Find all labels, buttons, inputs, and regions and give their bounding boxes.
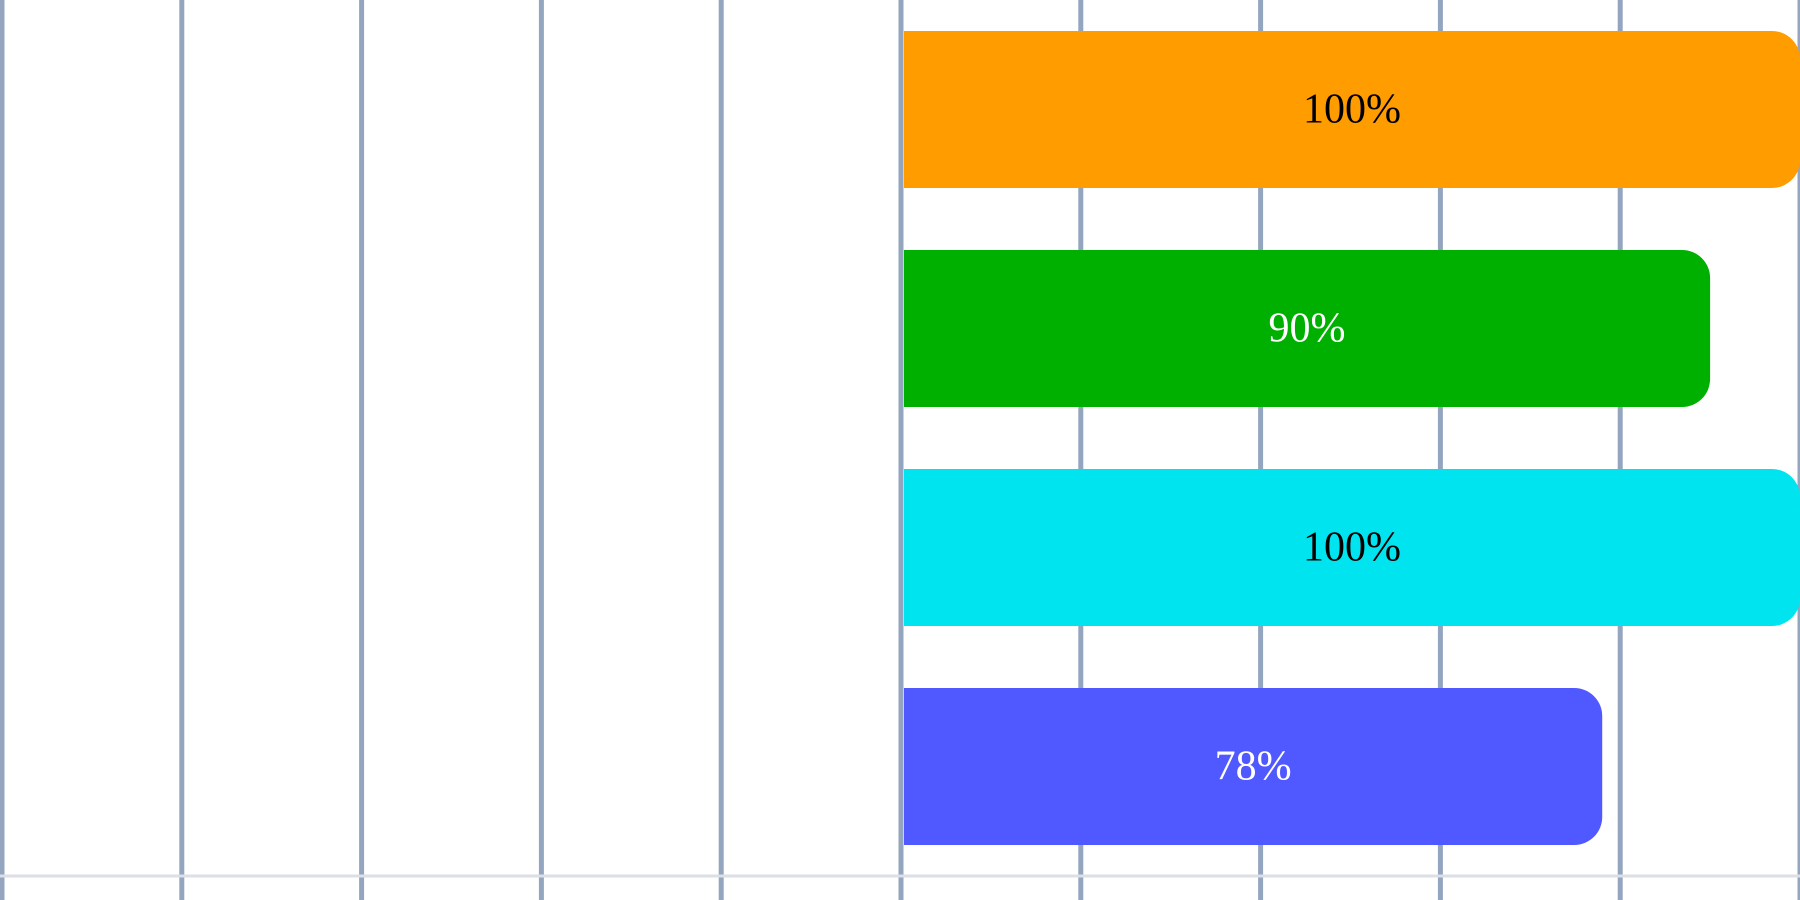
- bar-3-label: 100%: [1303, 525, 1401, 571]
- bar-1-label: 100%: [1303, 87, 1401, 133]
- bar-3: [904, 469, 1800, 626]
- bar-4: [904, 688, 1603, 845]
- bar-4-label: 78%: [1215, 744, 1292, 790]
- bar-2-label: 90%: [1269, 306, 1346, 352]
- bar-2: [904, 250, 1711, 407]
- bar-labels: 100% 90% 100% 78%: [1215, 87, 1401, 790]
- bars: [904, 31, 1800, 845]
- bar-1: [904, 31, 1800, 188]
